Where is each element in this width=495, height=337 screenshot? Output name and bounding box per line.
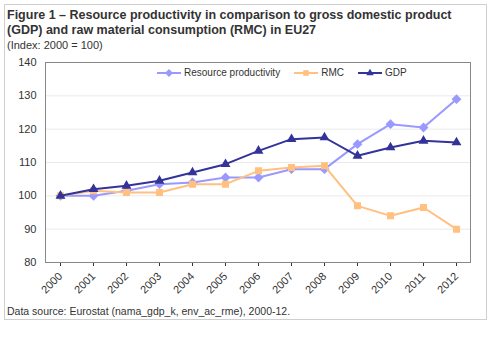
svg-text:2000: 2000 bbox=[39, 270, 65, 296]
svg-text:2011: 2011 bbox=[402, 270, 427, 295]
html-text:GDP: GDP bbox=[384, 67, 407, 78]
svg-text:2009: 2009 bbox=[336, 270, 362, 296]
svg-text:110: 110 bbox=[19, 156, 37, 168]
svg-text:120: 120 bbox=[18, 123, 36, 135]
svg-text:2003: 2003 bbox=[138, 270, 164, 296]
svg-text:130: 130 bbox=[18, 89, 36, 101]
svg-text:2010: 2010 bbox=[369, 270, 395, 296]
svg-text:140: 140 bbox=[18, 56, 36, 68]
svg-text:2008: 2008 bbox=[303, 270, 329, 296]
html-text:(Index: 2000 = 100): (Index: 2000 = 100) bbox=[7, 39, 103, 51]
html-text:Resource productivity: Resource productivity bbox=[184, 67, 281, 78]
svg-text:2012: 2012 bbox=[435, 270, 461, 296]
svg-text:100: 100 bbox=[18, 189, 36, 201]
svg-text:80: 80 bbox=[24, 256, 36, 268]
html-text:Data source: Eurostat (nama_gd: Data source: Eurostat (nama_gdp_k, env_a… bbox=[7, 305, 291, 317]
html-text:RMC: RMC bbox=[321, 67, 344, 78]
html-text:Figure 1 – Resource productivi: Figure 1 – Resource productivity in comp… bbox=[7, 8, 452, 37]
svg-text:90: 90 bbox=[24, 223, 36, 235]
svg-text:2007: 2007 bbox=[270, 270, 296, 296]
svg-text:2005: 2005 bbox=[204, 270, 230, 296]
svg-text:2001: 2001 bbox=[72, 270, 98, 296]
svg-text:2006: 2006 bbox=[237, 270, 263, 296]
svg-text:2004: 2004 bbox=[171, 270, 197, 296]
svg-text:2002: 2002 bbox=[105, 270, 131, 296]
